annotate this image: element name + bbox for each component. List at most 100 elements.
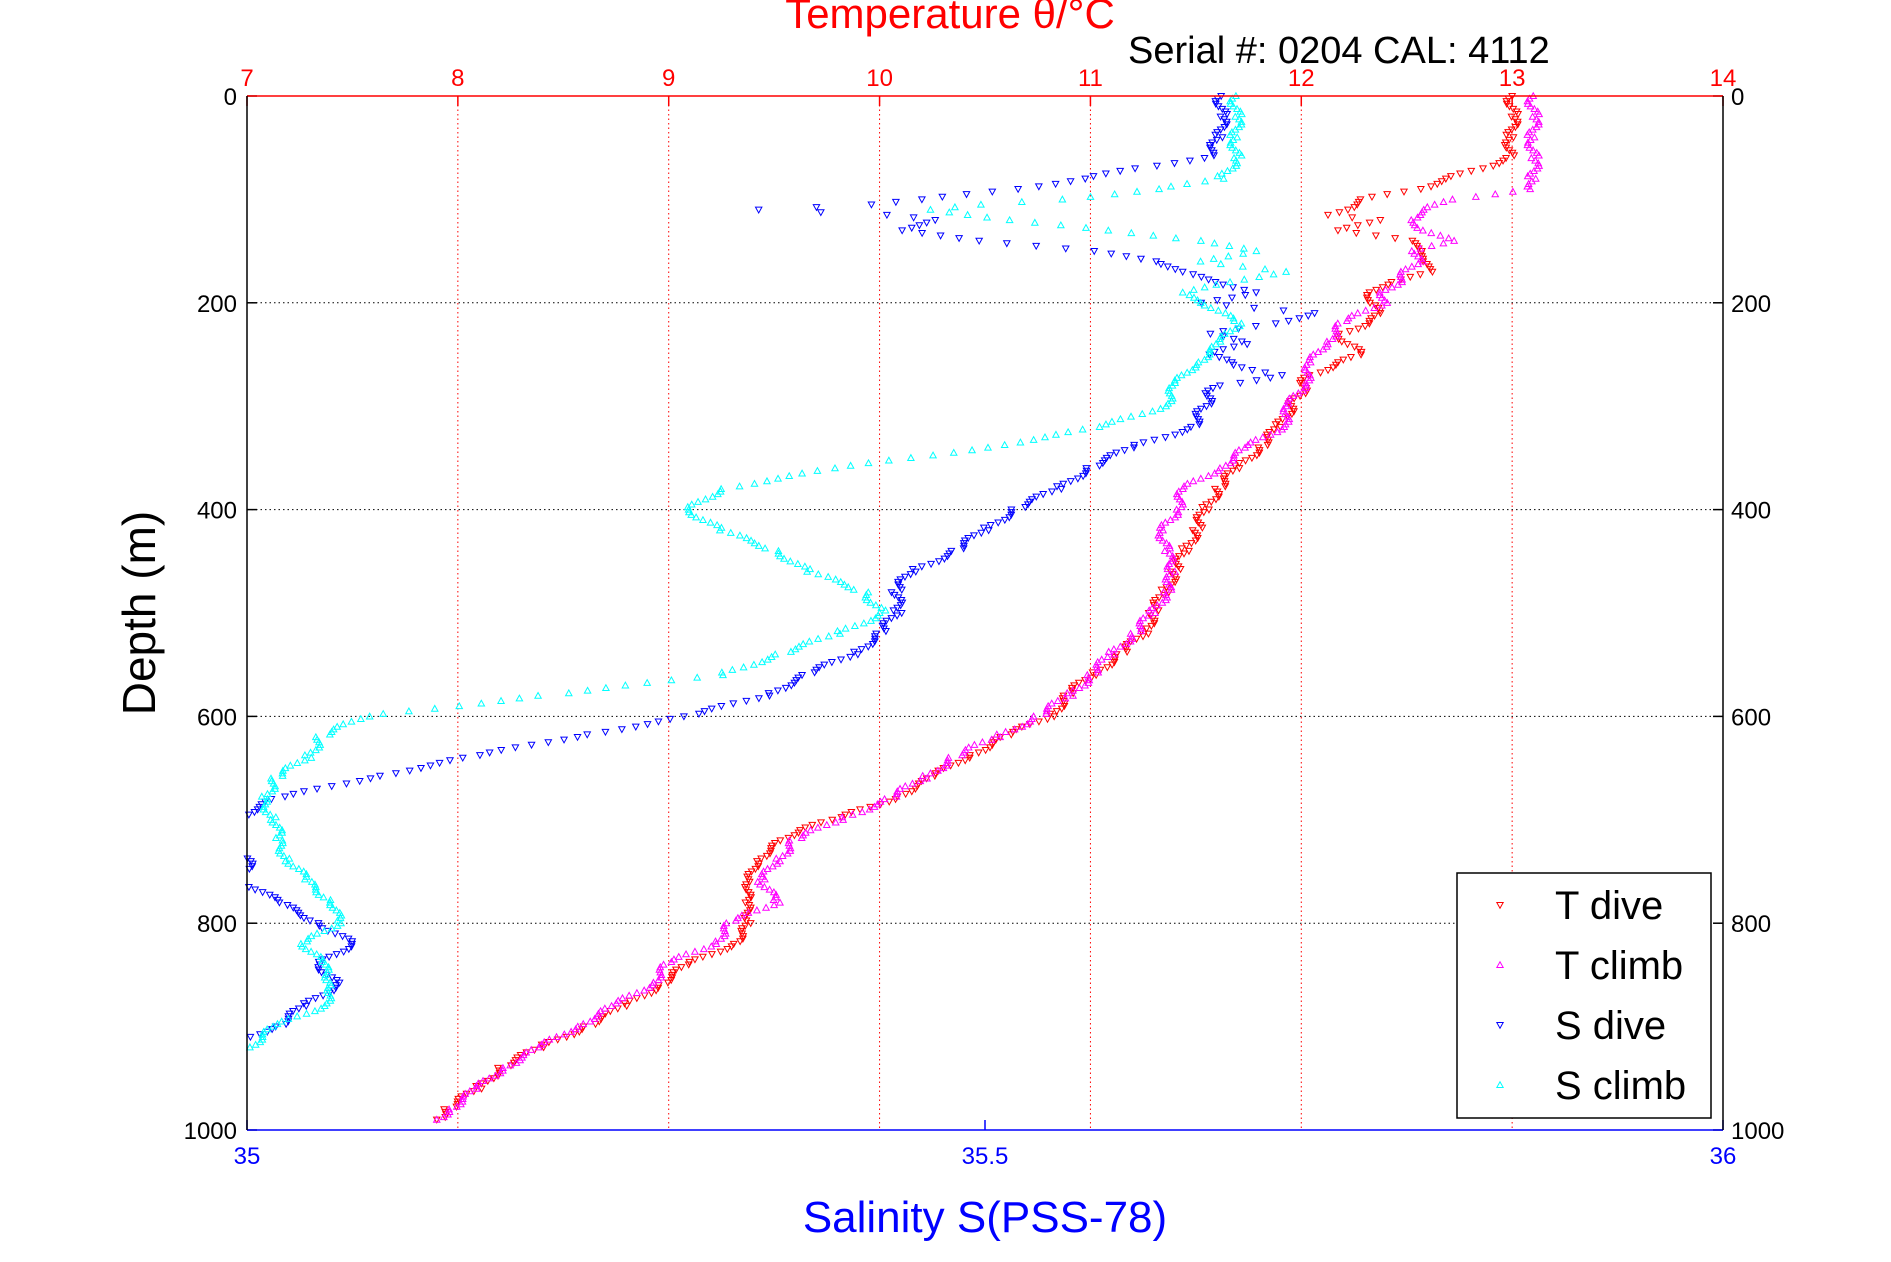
legend-marker (1495, 1021, 1505, 1030)
data-point (864, 643, 873, 651)
data-point (690, 947, 699, 955)
data-point (601, 728, 610, 737)
data-point (901, 790, 910, 799)
data-point (773, 474, 783, 482)
data-point (280, 793, 290, 801)
data-point (1215, 354, 1224, 362)
data-point (1219, 281, 1228, 289)
data-point (763, 864, 772, 872)
data-point (926, 205, 935, 213)
data-point (339, 948, 348, 956)
data-point (803, 567, 812, 575)
data-point (765, 885, 774, 893)
data-point (654, 718, 663, 726)
data-point (1168, 551, 1177, 560)
data-point (1178, 484, 1187, 492)
data-point (654, 975, 663, 984)
data-point (404, 707, 413, 715)
data-point (1122, 253, 1131, 261)
data-point (607, 1001, 616, 1009)
data-point (1523, 130, 1532, 138)
data-point (1229, 361, 1238, 370)
data-point (813, 466, 822, 474)
data-point (1183, 479, 1192, 487)
data-point (674, 952, 683, 960)
data-point (327, 981, 336, 989)
data-point (805, 637, 814, 645)
data-point (849, 585, 858, 593)
data-point (1418, 257, 1428, 265)
data-point (742, 697, 751, 706)
data-point (884, 456, 893, 464)
data-point (1343, 206, 1353, 214)
data-point (1525, 143, 1534, 151)
data-point (1416, 244, 1425, 252)
data-point (1322, 342, 1331, 350)
data-point (1214, 466, 1223, 474)
data-point (1252, 289, 1261, 297)
data-point (1228, 143, 1237, 151)
data-point (1450, 236, 1459, 244)
data-point (643, 721, 652, 729)
data-point (867, 201, 876, 209)
data-point (1232, 104, 1242, 112)
left-axis-tick-label: 200 (197, 291, 237, 318)
data-point (822, 820, 831, 829)
data-point (271, 781, 280, 790)
data-point (271, 812, 280, 821)
data-point (735, 482, 744, 490)
data-point (706, 518, 715, 526)
data-point (1051, 180, 1060, 189)
data-point (898, 227, 907, 235)
data-point (833, 626, 842, 635)
data-point (1056, 221, 1065, 229)
data-point (853, 651, 862, 659)
data-point (278, 769, 287, 777)
data-point (1337, 338, 1346, 346)
data-point (1144, 611, 1153, 619)
data-point (906, 453, 915, 461)
data-point (955, 235, 964, 243)
data-point (1234, 445, 1243, 454)
legend-label: S climb (1555, 1064, 1686, 1108)
data-point (677, 964, 686, 972)
data-point (1284, 417, 1293, 425)
data-point (1189, 476, 1198, 485)
data-point (515, 694, 524, 702)
data-point (707, 942, 716, 950)
data-point (992, 730, 1001, 738)
data-point (312, 949, 321, 958)
data-point (1149, 231, 1158, 239)
data-point (761, 903, 771, 911)
data-point (1116, 167, 1125, 176)
data-point (859, 619, 868, 627)
data-point (839, 815, 848, 823)
data-point (692, 513, 701, 521)
data-point (1173, 510, 1183, 518)
data-point (325, 898, 334, 906)
data-point (537, 1040, 546, 1048)
data-point (1235, 122, 1244, 131)
data-point (1103, 652, 1112, 661)
data-point (1246, 438, 1255, 446)
data-point (892, 789, 901, 798)
data-point (760, 882, 769, 891)
data-point (1378, 284, 1387, 292)
legend-label: T dive (1555, 884, 1663, 928)
data-point (723, 945, 732, 954)
top-axis-tick-label: 14 (1710, 65, 1737, 92)
data-point (984, 527, 993, 535)
data-point (1152, 162, 1161, 171)
data-point (800, 562, 809, 570)
data-point (728, 665, 737, 673)
data-point (332, 951, 341, 959)
data-point (983, 443, 993, 451)
data-point (1165, 569, 1174, 578)
data-point (1231, 146, 1240, 154)
data-point (617, 726, 626, 734)
data-point (1001, 727, 1010, 735)
data-point (716, 948, 725, 956)
data-point (775, 856, 785, 865)
data-point (1471, 192, 1480, 200)
data-point (317, 1004, 326, 1012)
